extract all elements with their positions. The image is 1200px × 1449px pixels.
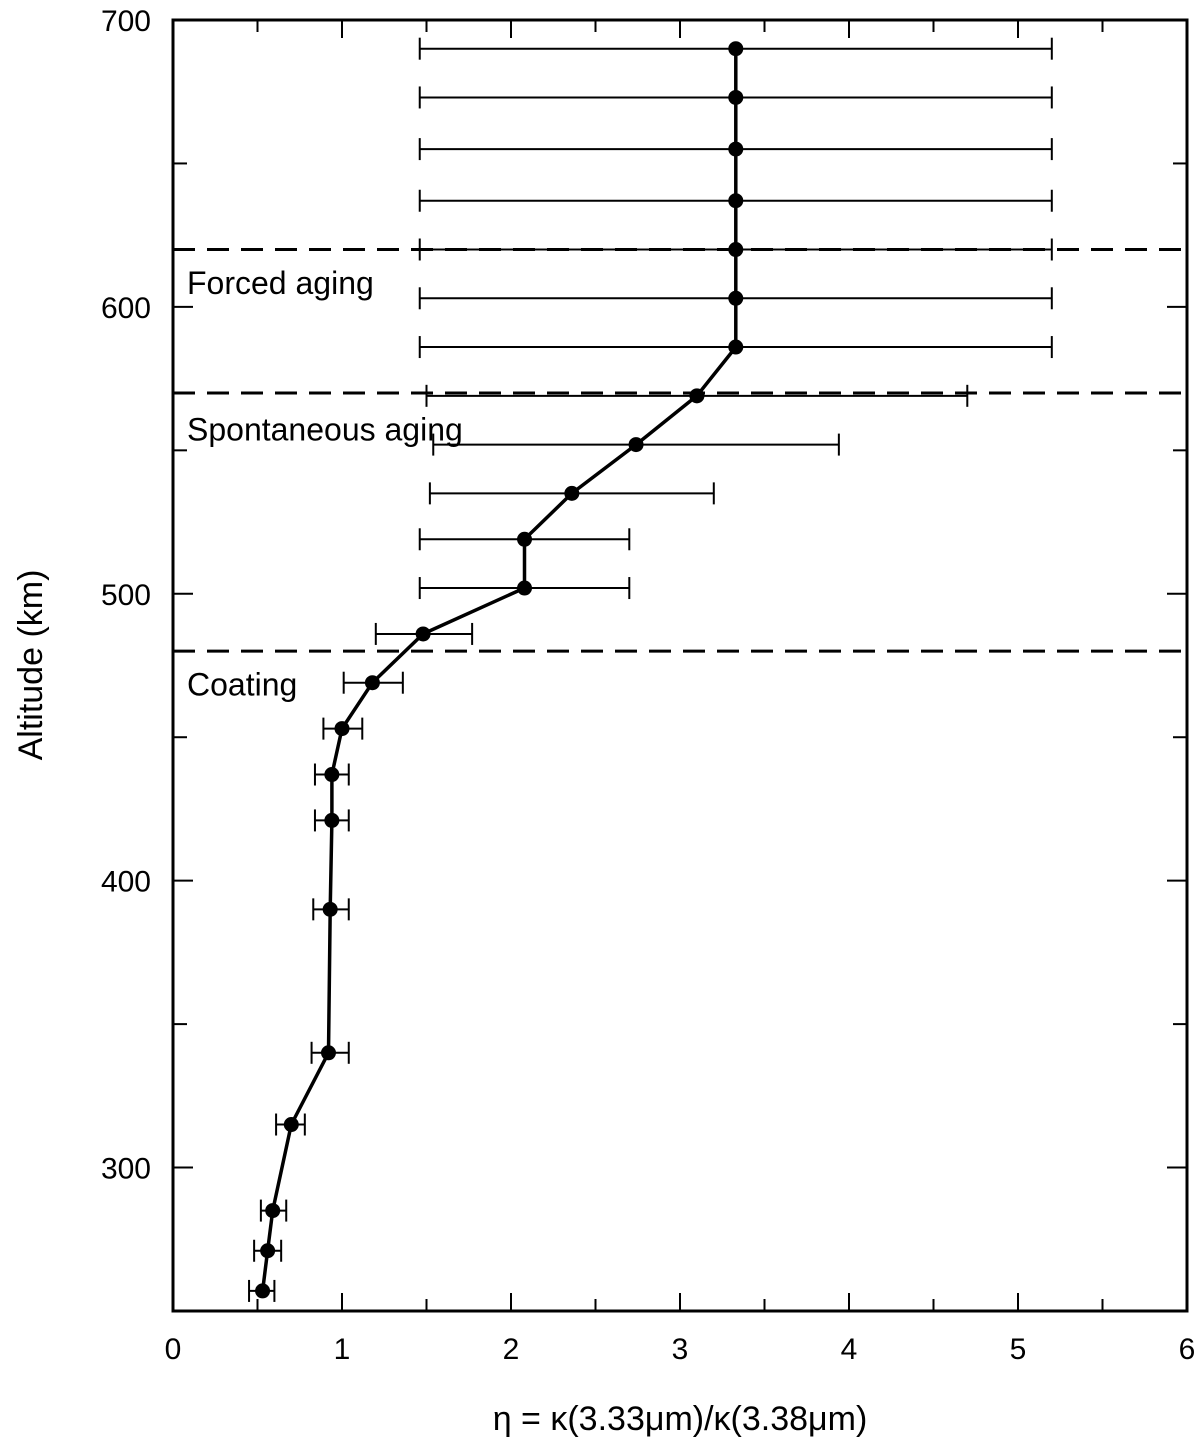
- data-point: [415, 626, 431, 642]
- y-axis-title: Altitude (km): [12, 570, 50, 761]
- data-point: [322, 901, 338, 917]
- plot-area-frame: [171, 18, 1189, 1313]
- x-tick-label: 4: [841, 1333, 858, 1366]
- data-point: [728, 141, 744, 157]
- y-tick-label: 400: [101, 866, 151, 899]
- data-point: [334, 721, 350, 737]
- x-tick-label: 1: [334, 1333, 351, 1366]
- y-tick-label: 600: [101, 292, 151, 325]
- x-axis-title: η = κ(3.33μm)/κ(3.38μm): [493, 1400, 868, 1438]
- series-line: [260, 48, 738, 1292]
- data-point: [324, 812, 340, 828]
- x-tick-label: 5: [1010, 1333, 1027, 1366]
- region-label: Forced aging: [187, 265, 374, 301]
- y-tick-label: 700: [101, 5, 151, 38]
- axis-ticks: [172, 19, 1188, 1311]
- data-point: [517, 580, 533, 596]
- x-tick-label: 3: [672, 1333, 689, 1366]
- plot-frame: [171, 18, 1189, 1313]
- x-tick-label: 6: [1179, 1333, 1196, 1366]
- y-tick-label: 300: [101, 1153, 151, 1186]
- x-tick-label: 0: [165, 1333, 182, 1366]
- data-point: [320, 1045, 336, 1061]
- x-tick-label: 2: [503, 1333, 520, 1366]
- series: [255, 41, 744, 1299]
- data-point: [728, 290, 744, 306]
- data-point: [517, 531, 533, 547]
- data-point: [728, 89, 744, 105]
- y-tick-label: 500: [101, 579, 151, 612]
- region-label: Spontaneous aging: [187, 411, 463, 447]
- data-point: [689, 388, 705, 404]
- data-point: [265, 1203, 281, 1219]
- data-point: [283, 1117, 299, 1133]
- data-point: [255, 1283, 271, 1299]
- data-point: [728, 242, 744, 258]
- region-label: Coating: [187, 667, 297, 703]
- labels: 0 1 2 3 4 5 6 300 400 500 600 700 Forced aging Sponta…: [101, 5, 1195, 1366]
- data-point: [564, 485, 580, 501]
- data-point: [728, 41, 744, 57]
- error-bars: [248, 37, 1053, 1302]
- data-point: [324, 767, 340, 783]
- data-point: [364, 675, 380, 691]
- data-point: [260, 1243, 276, 1259]
- data-point: [728, 339, 744, 355]
- data-point: [728, 193, 744, 209]
- reference-lines: [173, 248, 1187, 653]
- data-point: [628, 437, 644, 453]
